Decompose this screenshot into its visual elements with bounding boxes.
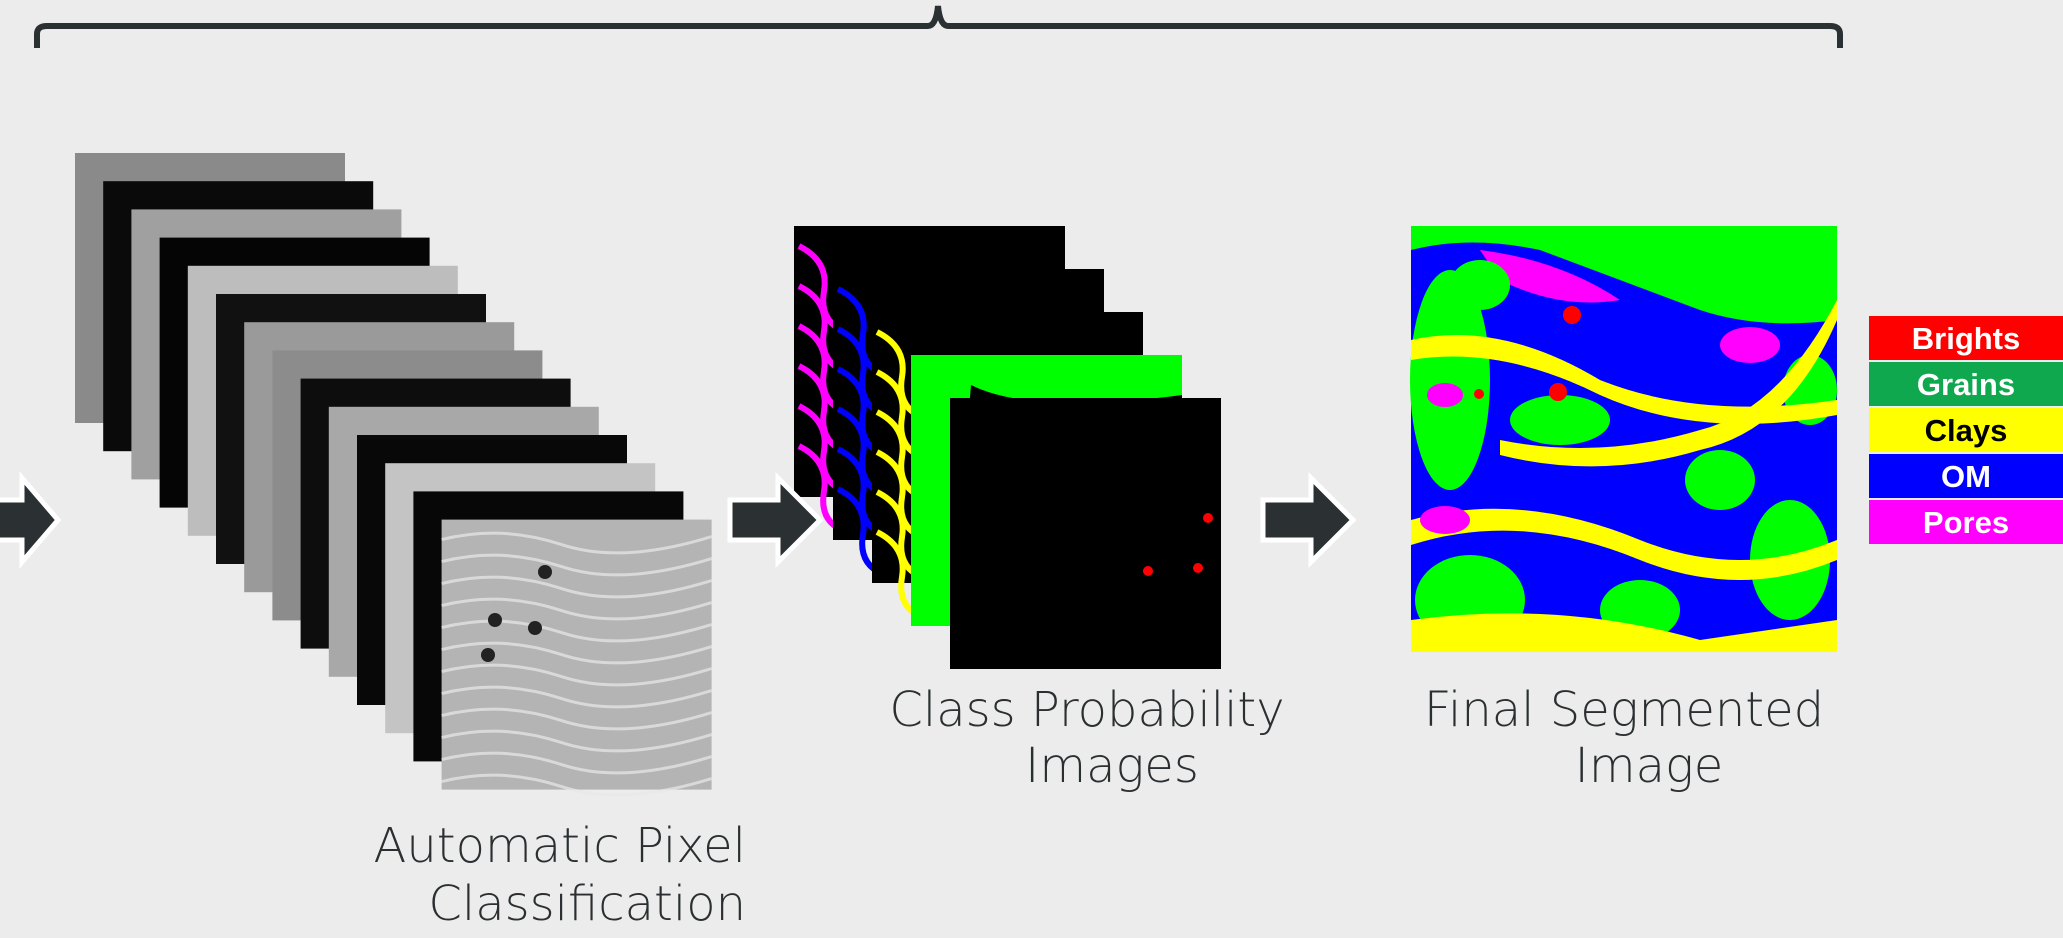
texture [441, 663, 713, 687]
class-region [797, 243, 846, 334]
seg-region [1420, 506, 1470, 534]
texture [441, 729, 713, 753]
caption: Images [1025, 738, 1199, 794]
seg-region [1480, 250, 1620, 303]
seg-region [1411, 226, 1837, 324]
legend-label: Pores [1923, 505, 2009, 540]
legend-swatch [1869, 500, 2063, 544]
class-region [1193, 563, 1203, 573]
class-region [836, 486, 885, 577]
seg-region [1427, 383, 1463, 407]
class-region [797, 403, 846, 494]
probability-stack [794, 226, 1221, 669]
texture [538, 565, 552, 579]
caption: Final Segmented [1424, 682, 1824, 738]
class-region [797, 443, 846, 534]
texture [441, 597, 713, 621]
class-region [836, 406, 885, 497]
texture [441, 553, 713, 577]
seg-region [1411, 613, 1837, 652]
legend-label: Clays [1925, 413, 2008, 448]
seg-region [1500, 300, 1837, 467]
class-region [1143, 566, 1153, 576]
seg-region [1720, 327, 1780, 363]
seg-region [1474, 389, 1484, 399]
texture [441, 619, 713, 643]
legend-swatch [1869, 454, 2063, 498]
texture [488, 613, 502, 627]
legend-label: OM [1941, 459, 1991, 494]
seg-region [1510, 395, 1610, 445]
legend-swatch [1869, 408, 2063, 452]
texture [441, 773, 713, 797]
legend-swatch [1869, 316, 2063, 360]
class-region [836, 446, 885, 537]
arrow [727, 471, 824, 569]
texture [441, 531, 713, 555]
class-region [875, 409, 924, 500]
class-region [875, 329, 924, 420]
segmented-image [1410, 226, 1837, 652]
seg-region [1410, 270, 1490, 490]
seg-region [1685, 450, 1755, 510]
seg-region [1411, 508, 1837, 580]
caption: Automatic Pixel [374, 818, 746, 874]
legend: Brights Grains Clays OM Pores [1869, 316, 2063, 544]
class-region [875, 489, 924, 580]
texture [441, 575, 713, 599]
class-region [836, 326, 885, 417]
seg-region [1549, 383, 1567, 401]
class-region [875, 449, 924, 540]
legend-label: Grains [1917, 367, 2015, 402]
class-region [911, 355, 1182, 626]
feature-stack [75, 153, 713, 797]
class-region [875, 529, 924, 620]
class-region [875, 369, 924, 460]
arrows [0, 471, 1357, 569]
class-region [797, 283, 846, 374]
class-region [836, 366, 885, 457]
class-region [797, 323, 846, 414]
texture [481, 648, 495, 662]
caption: Image [1575, 738, 1724, 794]
texture [441, 707, 713, 731]
caption: Class Probability [889, 682, 1284, 738]
seg-region [1563, 306, 1581, 324]
texture [441, 751, 713, 775]
brace [34, 5, 1843, 48]
class-region [797, 363, 846, 454]
caption: Classification [428, 876, 746, 932]
legend-swatch [1869, 362, 2063, 406]
arrow [1260, 471, 1357, 569]
seg-region [1450, 260, 1510, 310]
legend-label: Brights [1912, 321, 2021, 356]
texture [528, 621, 542, 635]
arrow [0, 471, 62, 569]
texture [441, 685, 713, 709]
class-region [1203, 513, 1213, 523]
class-region [836, 286, 885, 377]
seg-region [1411, 335, 1837, 424]
probability-image [950, 398, 1221, 669]
texture [441, 641, 713, 665]
